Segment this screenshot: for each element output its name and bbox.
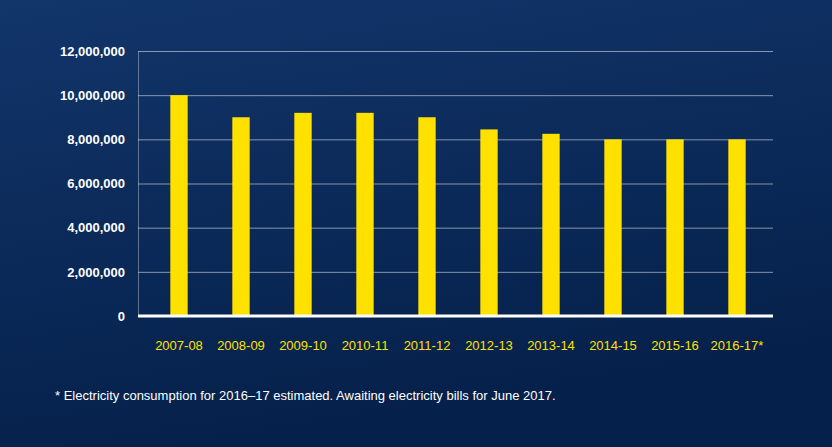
bar xyxy=(604,139,621,316)
x-tick-label: 2009-10 xyxy=(279,338,327,353)
x-tick: 2009-10 xyxy=(279,338,327,353)
x-tick: 2016-17* xyxy=(711,338,764,353)
x-tick-label: 2011-12 xyxy=(404,338,451,353)
bar xyxy=(294,113,311,316)
footnote: * Electricity consumption for 2016–17 es… xyxy=(55,388,556,403)
x-tick-label: 2013-14 xyxy=(527,338,575,353)
y-tick: 10,000,000 xyxy=(60,88,773,103)
y-tick-label: 10,000,000 xyxy=(60,88,125,103)
chart: 0 2,000,000 4,000,000 6,000,000 8,000,000 10,… xyxy=(0,0,832,447)
x-tick: 2014-15 xyxy=(589,338,637,353)
y-axis: 0 2,000,000 4,000,000 6,000,000 8,000,000 10,… xyxy=(60,44,773,324)
bar xyxy=(480,129,497,316)
baseline xyxy=(138,315,773,318)
grid-line xyxy=(138,95,773,96)
bar xyxy=(728,139,745,316)
x-tick-label: 2010-11 xyxy=(342,338,389,353)
y-tick: 12,000,000 xyxy=(60,44,773,59)
x-tick-label: 2016-17* xyxy=(711,338,764,353)
y-tick-label: 6,000,000 xyxy=(67,176,125,191)
x-tick-label: 2008-09 xyxy=(217,338,265,353)
y-tick-label: 12,000,000 xyxy=(60,44,125,59)
background xyxy=(0,0,832,447)
x-tick: 2013-14 xyxy=(527,338,575,353)
x-tick: 2012-13 xyxy=(465,338,513,353)
grid-line xyxy=(138,51,773,52)
y-tick-label: 0 xyxy=(118,309,125,324)
x-tick: 2008-09 xyxy=(217,338,265,353)
bars xyxy=(170,95,745,316)
bar xyxy=(356,113,373,316)
y-tick-label: 4,000,000 xyxy=(67,220,125,235)
x-tick-label: 2012-13 xyxy=(465,338,513,353)
y-tick-label: 2,000,000 xyxy=(67,264,125,279)
y-tick-label: 8,000,000 xyxy=(67,132,125,147)
bar xyxy=(232,117,249,316)
x-tick-label: 2015-16 xyxy=(651,338,699,353)
x-tick: 2010-11 xyxy=(342,338,389,353)
x-tick: 2007-08 xyxy=(155,338,203,353)
x-axis: 2007-08 2008-09 2009-10 2010-11 2011-12 2012-… xyxy=(138,316,773,353)
x-tick: 2011-12 xyxy=(404,338,451,353)
grid-line xyxy=(138,316,773,317)
x-tick-label: 2007-08 xyxy=(155,338,203,353)
bar xyxy=(666,139,683,316)
x-tick-label: 2014-15 xyxy=(589,338,637,353)
bar xyxy=(542,134,559,316)
x-tick: 2015-16 xyxy=(651,338,699,353)
bar xyxy=(170,95,187,316)
bar xyxy=(418,117,435,316)
